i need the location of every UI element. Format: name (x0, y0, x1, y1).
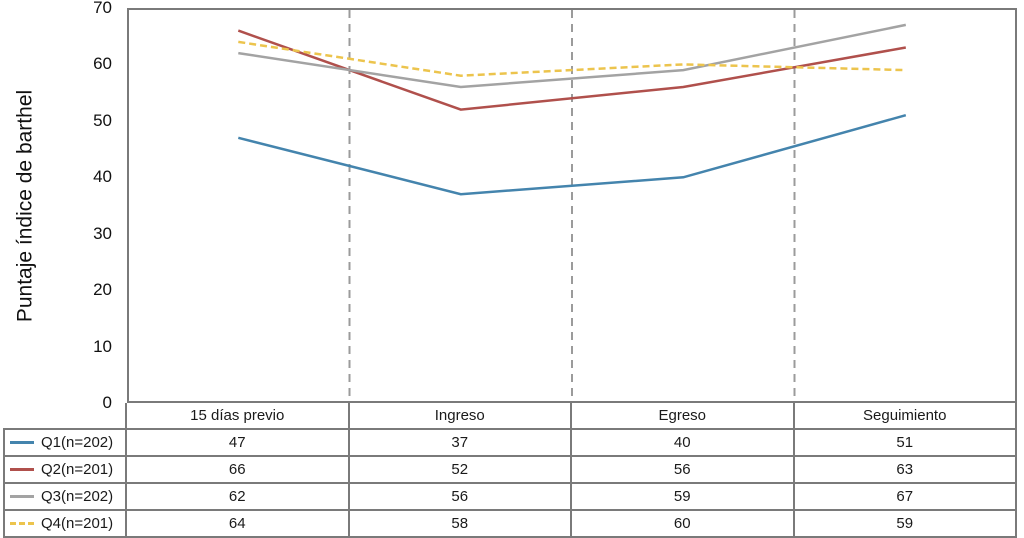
table-row: 62 56 59 67 (127, 484, 1017, 511)
y-tick-label: 30 (93, 223, 112, 243)
legend-row: Q1(n=202) (5, 430, 125, 457)
legend-line-marker-4 (10, 522, 34, 525)
category-header-cell: 15 días previo (127, 403, 350, 430)
y-axis-title: Puntaje índice de barthel (13, 89, 37, 323)
category-header-cell: Egreso (572, 403, 795, 430)
y-tick-label: 10 (93, 336, 112, 356)
legend-row: Q4(n=201) (5, 511, 125, 538)
value-cell: 59 (572, 484, 795, 511)
series-line-3 (238, 23, 907, 89)
y-tick-label: 70 (93, 0, 112, 17)
category-header-cell: Seguimiento (794, 403, 1017, 430)
legend-line-marker-3 (10, 495, 34, 498)
chart-svg (127, 8, 1017, 403)
y-tick-label: 60 (93, 54, 112, 74)
category-header-cell: Ingreso (349, 403, 572, 430)
legend-label: Q3(n=202) (41, 488, 114, 505)
category-header-row: 15 días previo Ingreso Egreso Seguimiento (125, 403, 1017, 430)
value-cell: 67 (794, 484, 1017, 511)
series-line-1 (237, 113, 907, 196)
y-tick-label: 40 (93, 167, 112, 187)
legend-line-marker-2 (10, 468, 34, 471)
table-row: 66 52 56 63 (127, 457, 1017, 484)
y-tick-label: 50 (93, 110, 112, 130)
y-tick-label: 20 (93, 280, 112, 300)
value-cell: 64 (127, 511, 350, 538)
legend-line-marker-1 (10, 441, 34, 444)
legend-label: Q1(n=202) (41, 434, 114, 451)
value-cell: 56 (572, 457, 795, 484)
data-table-values: 47 37 40 51 66 52 56 63 62 56 59 67 64 58 60 59 (127, 430, 1017, 538)
y-axis-ticks: 0 10 20 30 40 50 60 70 (52, 0, 112, 538)
value-cell: 58 (349, 511, 572, 538)
plot-border (127, 8, 1017, 403)
value-cell: 52 (349, 457, 572, 484)
value-cell: 62 (127, 484, 350, 511)
value-cell: 37 (349, 430, 572, 457)
value-cell: 66 (127, 457, 350, 484)
table-row: 64 58 60 59 (127, 511, 1017, 538)
y-tick-label: 0 (102, 393, 112, 412)
value-cell: 56 (349, 484, 572, 511)
value-cell: 51 (794, 430, 1017, 457)
value-cell: 47 (127, 430, 350, 457)
value-cell: 40 (572, 430, 795, 457)
legend-row: Q3(n=202) (5, 484, 125, 511)
series-line-4 (238, 40, 906, 77)
value-cell: 63 (794, 457, 1017, 484)
legend-label: Q4(n=201) (41, 515, 114, 532)
value-cell: 60 (572, 511, 795, 538)
legend-table: Q1(n=202) Q2(n=201) Q3(n=202) Q4(n=201) (3, 428, 127, 538)
plot-area (127, 8, 1017, 403)
value-cell: 59 (794, 511, 1017, 538)
legend-label: Q2(n=201) (41, 461, 114, 478)
table-row: 47 37 40 51 (127, 430, 1017, 457)
legend-row: Q2(n=201) (5, 457, 125, 484)
